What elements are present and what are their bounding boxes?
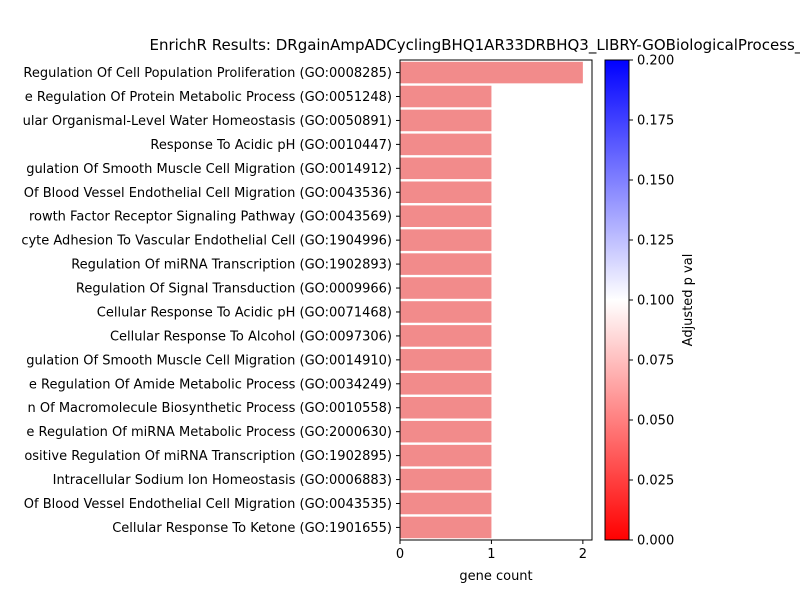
colorbar-tick-label: 0.050	[637, 414, 674, 429]
category-label: Cellular Response To Acidic pH (GO:00714…	[97, 305, 392, 320]
bar	[400, 492, 492, 515]
x-tick-label: 2	[579, 547, 587, 562]
bar	[400, 349, 492, 371]
category-label: Of Blood Vessel Endothelial Cell Migrati…	[24, 497, 392, 512]
category-label: Cellular Response To Ketone (GO:1901655)	[112, 521, 392, 536]
bar	[400, 516, 492, 539]
bar	[400, 109, 492, 132]
colorbar-tick-label: 0.150	[637, 174, 674, 189]
category-label: Regulation Of Cell Population Proliferat…	[23, 66, 392, 81]
colorbar-label: Adjusted p val	[681, 254, 696, 347]
x-tick-label: 0	[396, 547, 404, 562]
colorbar-tick-label: 0.025	[637, 474, 674, 489]
colorbar-tick-label: 0.100	[637, 294, 674, 309]
bar	[400, 396, 492, 419]
category-label: n Of Macromolecule Biosynthetic Process …	[28, 401, 392, 416]
colorbar-ticks: 0.000 0.025 0.050 0.075 0.100 0.125 0.150 0.175…	[629, 54, 674, 549]
category-label: Regulation Of miRNA Transcription (GO:19…	[71, 258, 392, 273]
bar	[400, 253, 492, 275]
category-label: e Regulation Of Amide Metabolic Process …	[29, 377, 392, 392]
colorbar: 0.000 0.025 0.050 0.075 0.100 0.125 0.150 0.175…	[604, 54, 696, 549]
x-axis-label: gene count	[459, 569, 532, 584]
category-labels: Regulation Of Cell Population Proliferat…	[21, 66, 400, 536]
colorbar-tick-label: 0.125	[637, 234, 674, 249]
bar	[400, 133, 492, 156]
bar	[400, 85, 492, 108]
colorbar-tick-label: 0.000	[637, 534, 674, 549]
bar	[400, 373, 492, 395]
category-label: cyte Adhesion To Vascular Endothelial Ce…	[21, 234, 392, 249]
category-label: gulation Of Smooth Muscle Cell Migration…	[26, 353, 392, 368]
category-label: e Regulation Of Protein Metabolic Proces…	[25, 90, 392, 105]
colorbar-tick-label: 0.175	[637, 114, 674, 129]
bar	[400, 420, 492, 443]
bars-layer	[400, 61, 583, 539]
category-label: e Regulation Of miRNA Metabolic Process …	[26, 425, 392, 440]
bar	[400, 277, 492, 299]
bar	[400, 181, 492, 204]
category-label: Regulation Of Signal Transduction (GO:00…	[76, 282, 392, 297]
bar	[400, 61, 583, 84]
bar	[400, 229, 492, 251]
category-label: Intracellular Sodium Ion Homeostasis (GO…	[53, 473, 392, 488]
x-axis: 0 1 2	[396, 540, 587, 562]
category-label: ositive Regulation Of miRNA Transcriptio…	[24, 449, 392, 464]
chart-title: EnrichR Results: DRgainAmpADCyclingBHQ1A…	[149, 36, 800, 54]
category-label: Of Blood Vessel Endothelial Cell Migrati…	[24, 186, 392, 201]
bar	[400, 444, 492, 467]
bar	[400, 468, 492, 491]
bar	[400, 325, 492, 347]
colorbar-gradient	[604, 59, 630, 541]
x-tick-label: 1	[487, 547, 495, 562]
category-label: ular Organismal-Level Water Homeostasis …	[23, 114, 392, 129]
plot-frame	[399, 59, 593, 541]
category-label: gulation Of Smooth Muscle Cell Migration…	[26, 162, 392, 177]
category-label: Cellular Response To Alcohol (GO:0097306…	[110, 329, 392, 344]
colorbar-tick-label: 0.200	[637, 54, 674, 69]
colorbar-tick-label: 0.075	[637, 354, 674, 369]
category-label: rowth Factor Receptor Signaling Pathway …	[29, 210, 392, 225]
bar	[400, 157, 492, 180]
bar	[400, 205, 492, 227]
category-label: Response To Acidic pH (GO:0010447)	[150, 138, 392, 153]
bar	[400, 301, 492, 323]
